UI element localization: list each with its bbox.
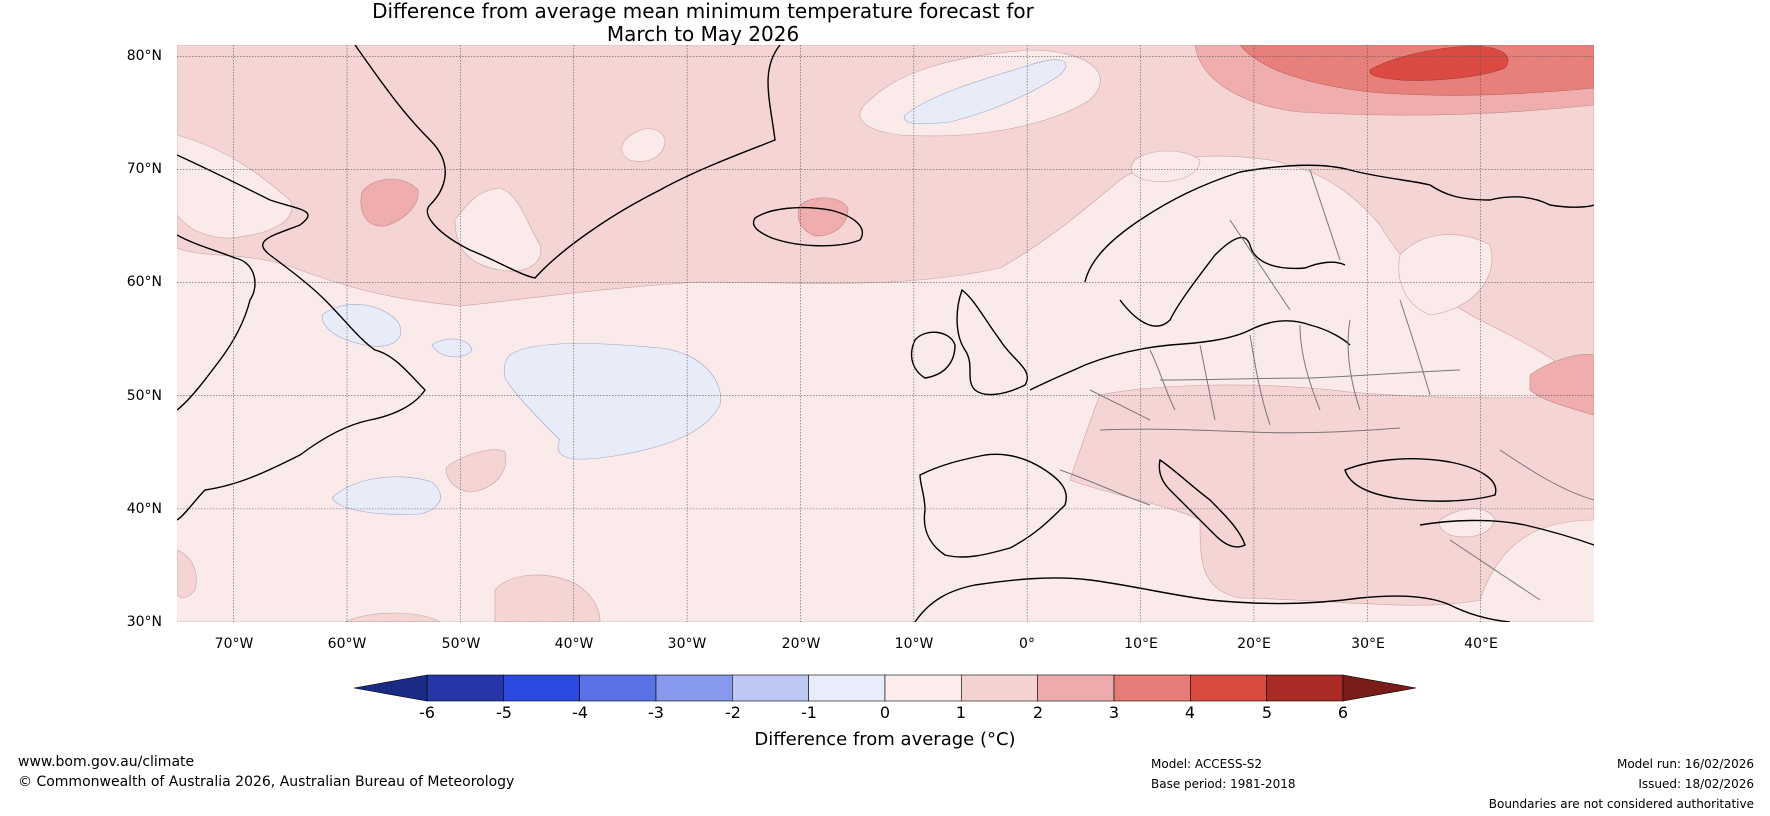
lat-label-60n: 60°N <box>126 274 162 290</box>
coast-hudson <box>177 234 256 411</box>
anomaly-neg1-0-atlantic <box>503 343 721 460</box>
coast-greenland <box>354 45 781 279</box>
coast-iceland <box>752 206 863 247</box>
colorbar-tick-4: 4 <box>1184 703 1196 722</box>
colorbar-tick-2: 2 <box>1032 703 1044 722</box>
coast-iberia <box>919 453 1067 558</box>
colorbar-tick-neg3: -3 <box>648 703 664 722</box>
colorbar-tick-5: 5 <box>1261 703 1273 722</box>
anomaly-neg1-0-newfoundland <box>321 304 402 347</box>
colorbar-tick-neg6: -6 <box>419 703 435 722</box>
coast-turkey <box>1419 519 1594 546</box>
coast-black-sea <box>1344 458 1497 502</box>
colorbar-bin <box>1190 674 1267 702</box>
lat-label-40n: 40°N <box>126 501 162 517</box>
anomaly-2-3-russia <box>1529 354 1594 416</box>
colorbar-bin <box>579 674 657 702</box>
colorbar-over-arrow <box>1342 674 1417 702</box>
lon-label-30e: 30°E <box>1351 636 1385 652</box>
lon-label-10w: 10°W <box>894 636 934 652</box>
colorbar-bin <box>808 674 886 702</box>
colorbar-bin <box>884 674 962 702</box>
lon-label-20w: 20°W <box>781 636 821 652</box>
anomaly-0-1-norway-patch <box>1130 150 1201 182</box>
anomaly-2-3-baffin <box>360 178 419 227</box>
colorbar-under-arrow <box>353 674 428 702</box>
map-title: Difference from average mean minimum tem… <box>0 0 1406 46</box>
footer-disclaimer: Boundaries are not considered authoritat… <box>1488 797 1754 811</box>
country-borders <box>1059 169 1594 601</box>
coast-europe <box>1029 320 1351 391</box>
colorbar-tick-1: 1 <box>955 703 967 722</box>
colorbar-bin <box>503 674 580 702</box>
colorbar-bin <box>1266 674 1344 702</box>
anomaly-4-5-arctic <box>1369 45 1509 81</box>
coast-italy <box>1158 458 1246 548</box>
colorbar-bin <box>732 674 809 702</box>
anomaly-0-1-russia-patch <box>1398 234 1493 316</box>
colorbar-tick-6: 6 <box>1337 703 1349 722</box>
coast-north-america <box>177 154 426 521</box>
anomaly-neg1-0-southwest <box>331 476 441 515</box>
colorbar-bin <box>655 674 733 702</box>
footer-model: Model: ACCESS-S2 <box>1151 757 1263 771</box>
anomaly-1-2-caribbean-edge <box>344 612 441 622</box>
footer-website: www.bom.gov.au/climate <box>18 754 195 770</box>
lon-label-40w: 40°W <box>554 636 594 652</box>
anomaly-1-2-atlantic-small <box>445 449 507 493</box>
lat-label-70n: 70°N <box>126 161 162 177</box>
footer-model-run: Model run: 16/02/2026 <box>1616 757 1754 771</box>
coast-ireland <box>910 331 956 379</box>
lon-label-40e: 40°E <box>1464 636 1498 652</box>
colorbar-bin <box>961 674 1038 702</box>
footer-copyright: © Commonwealth of Australia 2026, Austra… <box>18 774 515 790</box>
colorbar-tick-neg5: -5 <box>496 703 512 722</box>
anomaly-0-1-small-patch <box>621 128 666 162</box>
colorbar-label: Difference from average (°C) <box>754 729 1016 750</box>
colorbar-bin <box>426 674 504 702</box>
lon-label-30w: 30°W <box>667 636 707 652</box>
colorbar-tick-neg4: -4 <box>572 703 588 722</box>
colorbar-bin <box>1037 674 1115 702</box>
lon-label-20e: 20°E <box>1237 636 1271 652</box>
lat-label-80n: 80°N <box>126 48 162 64</box>
anomaly-neg1-0-small <box>431 338 473 358</box>
lon-label-60w: 60°W <box>327 636 367 652</box>
colorbar-bin <box>1113 674 1191 702</box>
coast-north-africa <box>914 577 1511 622</box>
lon-label-0: 0° <box>1019 636 1035 652</box>
anomaly-0-1-baffin-patch <box>177 134 293 239</box>
map-title-line1: Difference from average mean minimum tem… <box>372 0 1034 23</box>
map-title-line2: March to May 2026 <box>606 22 800 46</box>
coast-scandinavia <box>1084 164 1594 283</box>
footer-base-period: Base period: 1981-2018 <box>1151 777 1296 791</box>
anomaly-0-1-greenland-patch <box>454 187 542 272</box>
colorbar-tick-0: 0 <box>879 703 891 722</box>
footer-issued: Issued: 18/02/2026 <box>1638 777 1754 791</box>
colorbar-tick-neg1: -1 <box>801 703 817 722</box>
lon-label-50w: 50°W <box>441 636 481 652</box>
lon-label-70w: 70°W <box>214 636 254 652</box>
lat-label-50n: 50°N <box>126 388 162 404</box>
colorbar-tick-neg2: -2 <box>725 703 741 722</box>
anomaly-neg1-0-arctic <box>903 59 1067 125</box>
coastlines <box>177 45 1594 622</box>
colorbar-tick-3: 3 <box>1108 703 1120 722</box>
anomaly-1-2-southwest-edge <box>177 549 197 598</box>
coast-sweden <box>1119 236 1346 327</box>
lat-label-30n: 30°N <box>126 614 162 630</box>
coast-great-britain <box>956 288 1028 396</box>
gridlines <box>177 45 1594 622</box>
lon-label-10e: 10°E <box>1124 636 1158 652</box>
